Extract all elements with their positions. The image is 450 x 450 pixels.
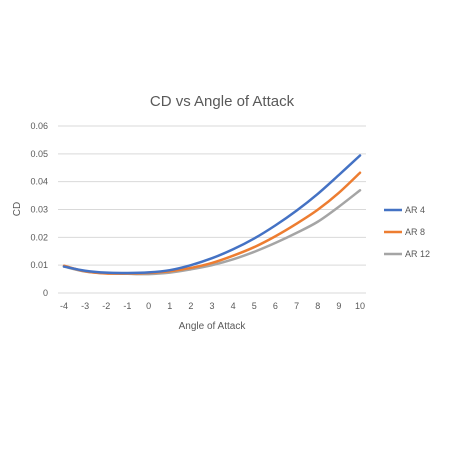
x-tick-label: -4 <box>60 301 68 311</box>
y-tick-label: 0.02 <box>30 232 48 242</box>
x-tick-label: 0 <box>146 301 151 311</box>
series-line-ar-4 <box>64 156 360 273</box>
x-tick-label: 4 <box>231 301 236 311</box>
legend-label: AR 8 <box>405 227 425 237</box>
series-line-ar-12 <box>64 190 360 274</box>
y-tick-label: 0.03 <box>30 205 48 215</box>
x-tick-label: 2 <box>188 301 193 311</box>
x-tick-label: 6 <box>273 301 278 311</box>
x-tick-label: -2 <box>102 301 110 311</box>
y-tick-label: 0.04 <box>30 177 48 187</box>
y-tick-labels: 0 0.01 0.02 0.03 0.04 0.05 0.06 <box>30 121 48 298</box>
x-tick-label: 9 <box>336 301 341 311</box>
x-tick-label: 8 <box>315 301 320 311</box>
x-tick-label: -3 <box>81 301 89 311</box>
x-tick-label: 1 <box>167 301 172 311</box>
x-tick-label: 10 <box>355 301 365 311</box>
legend-label: AR 4 <box>405 205 425 215</box>
x-tick-label: 7 <box>294 301 299 311</box>
x-tick-label: 3 <box>209 301 214 311</box>
y-tick-label: 0.01 <box>30 260 48 270</box>
x-tick-labels: -4 -3 -2 -1 0 1 2 3 4 5 6 7 8 9 10 <box>60 301 365 311</box>
y-tick-label: 0.05 <box>30 149 48 159</box>
chart-title: CD vs Angle of Attack <box>150 93 295 110</box>
y-tick-label: 0 <box>43 288 48 298</box>
x-tick-label: -1 <box>123 301 131 311</box>
x-axis-label: Angle of Attack <box>179 321 247 332</box>
series-lines <box>64 156 360 275</box>
legend: AR 4 AR 8 AR 12 <box>384 205 430 259</box>
y-tick-label: 0.06 <box>30 121 48 131</box>
x-tick-label: 5 <box>252 301 257 311</box>
legend-label: AR 12 <box>405 249 430 259</box>
y-axis-label: CD <box>12 202 23 216</box>
